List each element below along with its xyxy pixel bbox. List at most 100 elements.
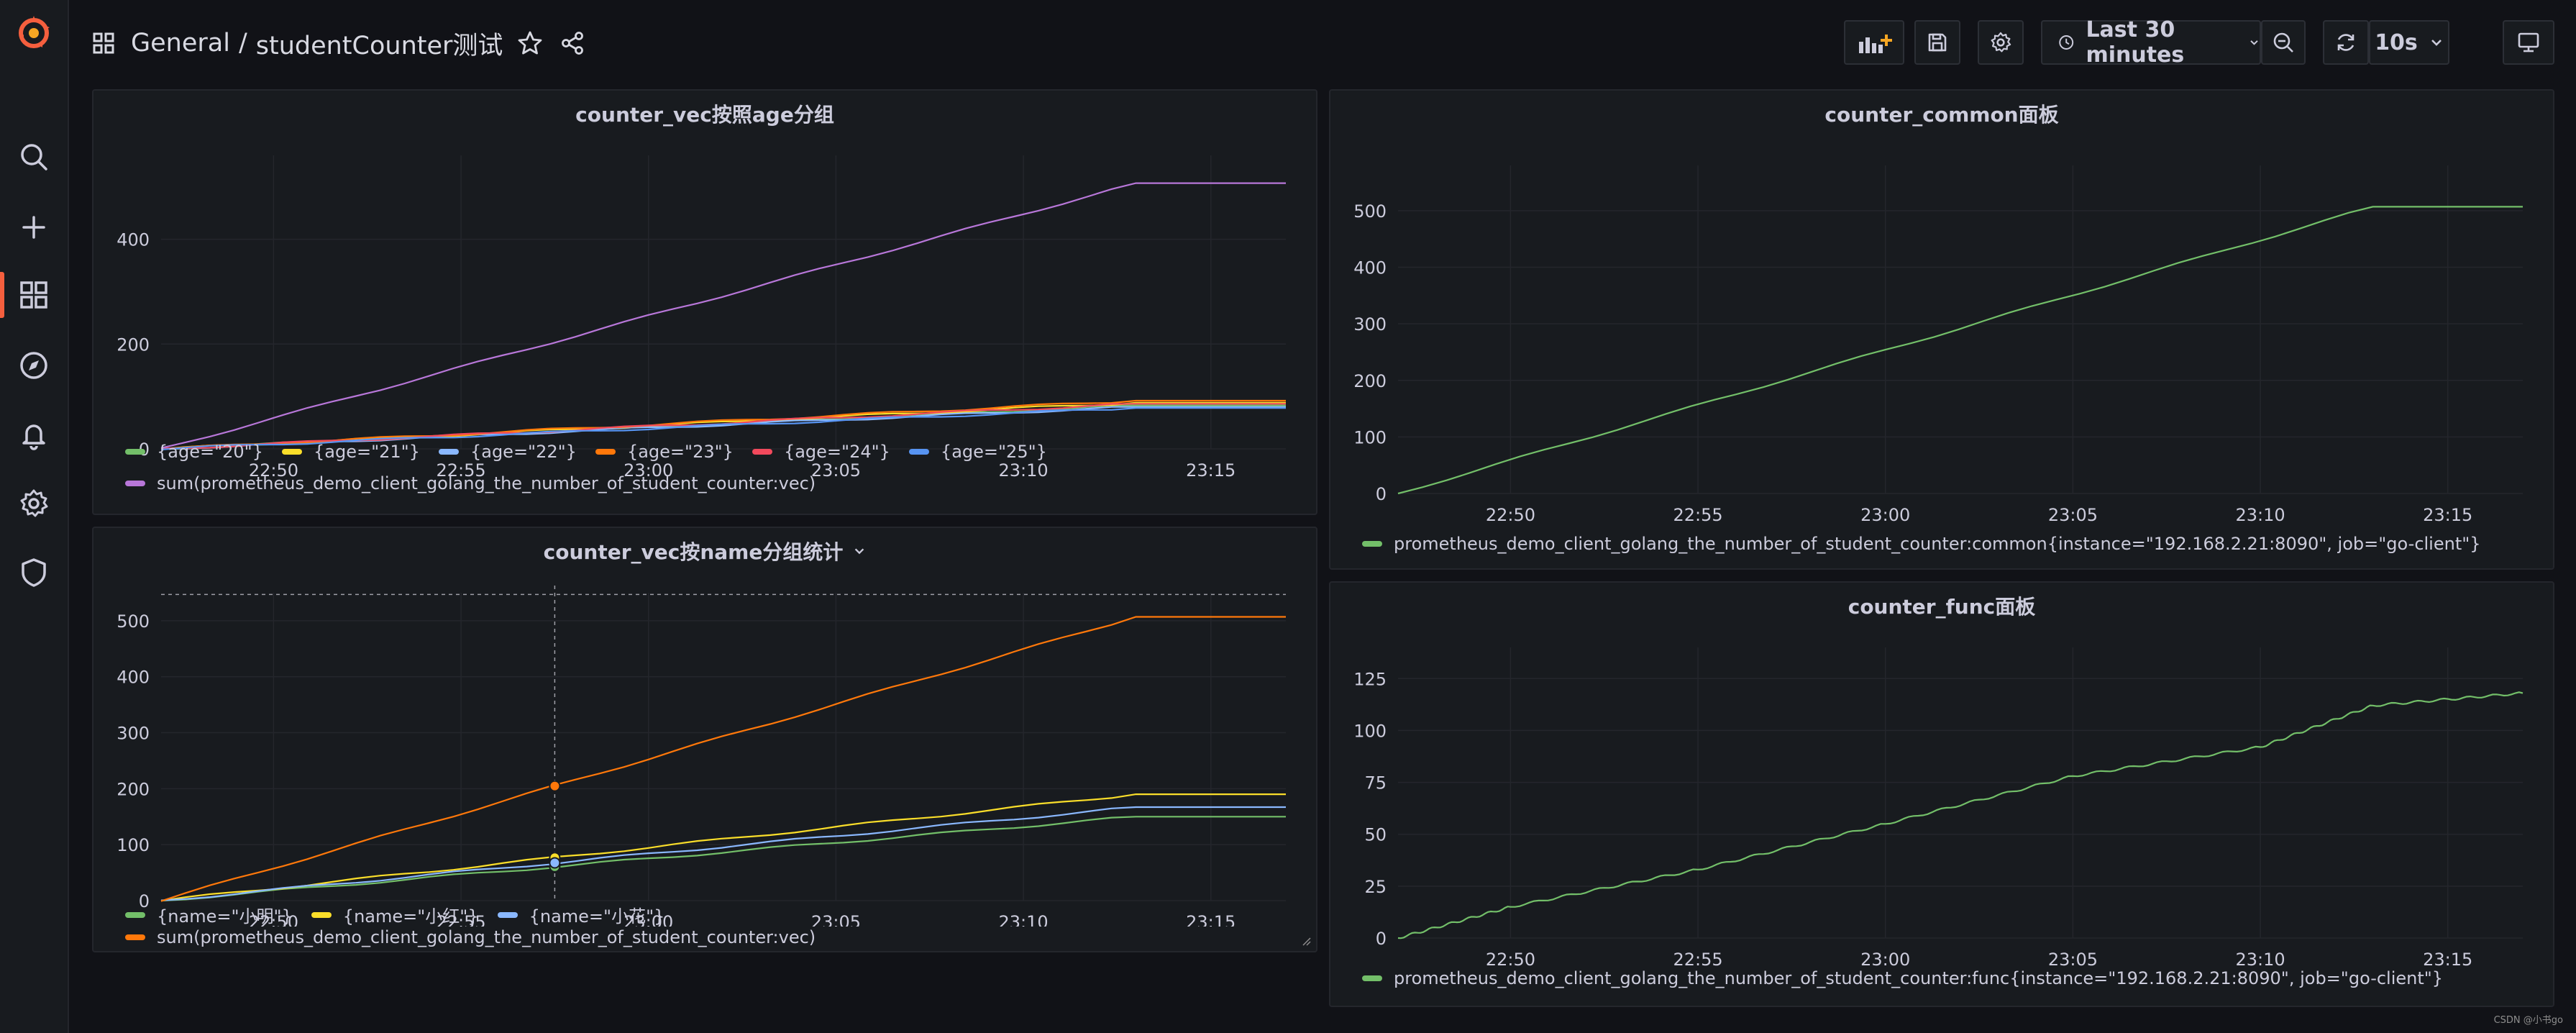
legend-age: {age="20"} {age="21"} {age="22"} {age="23"}… xyxy=(125,436,1294,499)
legend-swatch xyxy=(311,911,332,918)
dashboards-icon[interactable] xyxy=(0,266,68,324)
alerting-bell-icon[interactable] xyxy=(0,406,68,463)
y-tick-label: 0 xyxy=(139,891,150,911)
series-line[interactable] xyxy=(160,793,1286,902)
y-tick-label: 200 xyxy=(117,779,150,799)
legend-swatch xyxy=(125,934,145,940)
configuration-gear-icon[interactable] xyxy=(0,475,68,532)
x-tick-label: 23:05 xyxy=(811,912,861,927)
panel-resize-handle-icon[interactable] xyxy=(1302,937,1312,947)
series-line[interactable] xyxy=(160,182,1286,449)
y-tick-label: 0 xyxy=(1376,929,1387,949)
legend-row: {age="20"} {age="21"} {age="22"} {age="23"}… xyxy=(125,436,1294,468)
series-line[interactable] xyxy=(160,616,1286,902)
series-line[interactable] xyxy=(1397,691,2524,939)
refresh-interval-picker[interactable]: 10s xyxy=(2369,20,2449,65)
x-tick-label: 23:05 xyxy=(2048,950,2098,967)
legend-item[interactable]: {age="23"} xyxy=(595,442,734,462)
search-icon[interactable] xyxy=(0,128,68,186)
legend-item[interactable]: {age="22"} xyxy=(438,442,577,462)
explore-compass-icon[interactable] xyxy=(0,337,68,394)
share-icon[interactable] xyxy=(560,31,585,55)
legend-row: prometheus_demo_client_golang_the_number… xyxy=(1362,528,2531,560)
legend-func: prometheus_demo_client_golang_the_number… xyxy=(1362,963,2531,994)
refresh-button[interactable] xyxy=(2323,20,2369,65)
breadcrumb-separator: / xyxy=(238,29,247,58)
dashboard-settings-button[interactable] xyxy=(1978,20,2024,65)
chart-func[interactable]: 0 25 50 75 100 125 22:50 22:55 23:00 23:05 23:10 23… xyxy=(1330,629,2553,967)
panel-title-row[interactable]: counter_vec按name分组统计 xyxy=(93,528,1316,574)
legend-row: prometheus_demo_client_golang_the_number… xyxy=(1362,963,2531,994)
series-line[interactable] xyxy=(160,407,1286,451)
plus-icon[interactable] xyxy=(0,199,68,256)
series-line[interactable] xyxy=(160,406,1286,450)
legend-swatch xyxy=(125,481,145,486)
legend-item[interactable]: {name="小花"} xyxy=(497,902,664,927)
panel-title[interactable]: counter_func面板 xyxy=(1847,595,2036,619)
refresh-icon xyxy=(2337,34,2355,51)
legend-item[interactable]: {age="21"} xyxy=(281,442,420,462)
legend-label: {age="21"} xyxy=(313,442,420,462)
legend-item[interactable]: {name="小明"} xyxy=(125,902,293,927)
legend-swatch xyxy=(908,449,929,455)
hover-point xyxy=(549,857,561,869)
series-line[interactable] xyxy=(160,403,1286,450)
x-tick-label: 23:15 xyxy=(2423,950,2472,967)
x-tick-label: 23:10 xyxy=(2235,505,2285,525)
panel-title[interactable]: counter_vec按照age分组 xyxy=(575,103,834,127)
chart-common[interactable]: 0 100 200 300 400 500 22:50 22:55 23:00 23:05 23:1… xyxy=(1330,137,2553,525)
legend-item[interactable]: prometheus_demo_client_golang_the_number… xyxy=(1362,534,2481,554)
legend-common: prometheus_demo_client_golang_the_number… xyxy=(1362,528,2531,560)
series-line[interactable] xyxy=(160,816,1286,902)
watermark: CSDN @小书go xyxy=(2493,1015,2563,1026)
legend-item[interactable]: sum(prometheus_demo_client_golang_the_nu… xyxy=(125,927,816,947)
legend-item[interactable]: {age="25"} xyxy=(908,442,1047,462)
chart-name[interactable]: 0 100 200 300 400 500 22:50 22:55 23:00 23:05 23:1… xyxy=(93,574,1316,927)
y-tick-label: 0 xyxy=(1376,484,1387,504)
add-panel-button[interactable] xyxy=(1844,20,1904,65)
legend-item[interactable]: {age="20"} xyxy=(125,442,263,462)
series-line[interactable] xyxy=(160,806,1286,901)
panel-counter-vec-name: counter_vec按name分组统计 0 100 200 300 400 500 22:… xyxy=(92,527,1317,952)
panel-counter-vec-age: counter_vec按照age分组 020040022:5022:5523:0… xyxy=(92,89,1317,515)
cycle-view-mode-button[interactable] xyxy=(2503,20,2554,65)
legend-item[interactable]: sum(prometheus_demo_client_golang_the_nu… xyxy=(125,473,816,493)
legend-label: prometheus_demo_client_golang_the_number… xyxy=(1394,968,2444,988)
x-tick-label: 23:15 xyxy=(2423,505,2472,525)
legend-item[interactable]: {age="24"} xyxy=(752,442,890,462)
legend-item[interactable]: prometheus_demo_client_golang_the_number… xyxy=(1362,968,2443,988)
star-icon[interactable] xyxy=(517,30,543,56)
legend-name: {name="小明"} {name="小红"} {name="小花"} sum(pro… xyxy=(125,902,1294,947)
panel-title: counter_vec按name分组统计 xyxy=(543,540,844,564)
folder-link[interactable]: General xyxy=(131,29,230,58)
add-panel-icon xyxy=(1859,35,1892,53)
x-tick-label: 23:05 xyxy=(2048,505,2098,525)
y-tick-label: 125 xyxy=(1353,669,1387,689)
zoom-out-icon xyxy=(2273,32,2293,53)
panel-title[interactable]: counter_common面板 xyxy=(1824,103,2059,127)
panel-counter-common: counter_common面板 0 100 200 300 400 500 22:50 22… xyxy=(1329,89,2554,570)
x-tick-label: 23:10 xyxy=(998,460,1048,481)
chevron-down-icon xyxy=(2250,40,2258,45)
x-tick-label: 23:00 xyxy=(624,912,673,927)
x-tick-label: 22:50 xyxy=(249,912,298,927)
y-tick-label: 300 xyxy=(1353,314,1387,335)
x-tick-label: 23:10 xyxy=(2235,950,2285,967)
legend-swatch xyxy=(281,449,302,455)
grafana-logo-icon[interactable] xyxy=(0,4,68,62)
zoom-out-button[interactable] xyxy=(2261,20,2306,65)
legend-item[interactable]: {name="小红"} xyxy=(311,902,479,927)
server-admin-shield-icon[interactable] xyxy=(0,544,68,601)
y-tick-label: 300 xyxy=(117,724,150,744)
dashboard-title[interactable]: studentCounter测试 xyxy=(255,31,503,60)
save-dashboard-button[interactable] xyxy=(1914,20,1960,65)
time-range-picker[interactable]: Last 30 minutes xyxy=(2041,17,2261,68)
clock-icon xyxy=(2059,35,2074,50)
series-line[interactable] xyxy=(1397,206,2523,495)
panel-menu-chevron-icon[interactable] xyxy=(853,545,866,558)
legend-label: {age="22"} xyxy=(470,442,577,462)
legend-label: {age="24"} xyxy=(783,442,890,462)
y-tick-label: 75 xyxy=(1364,773,1387,793)
dashboards-grid-icon[interactable] xyxy=(92,32,115,55)
